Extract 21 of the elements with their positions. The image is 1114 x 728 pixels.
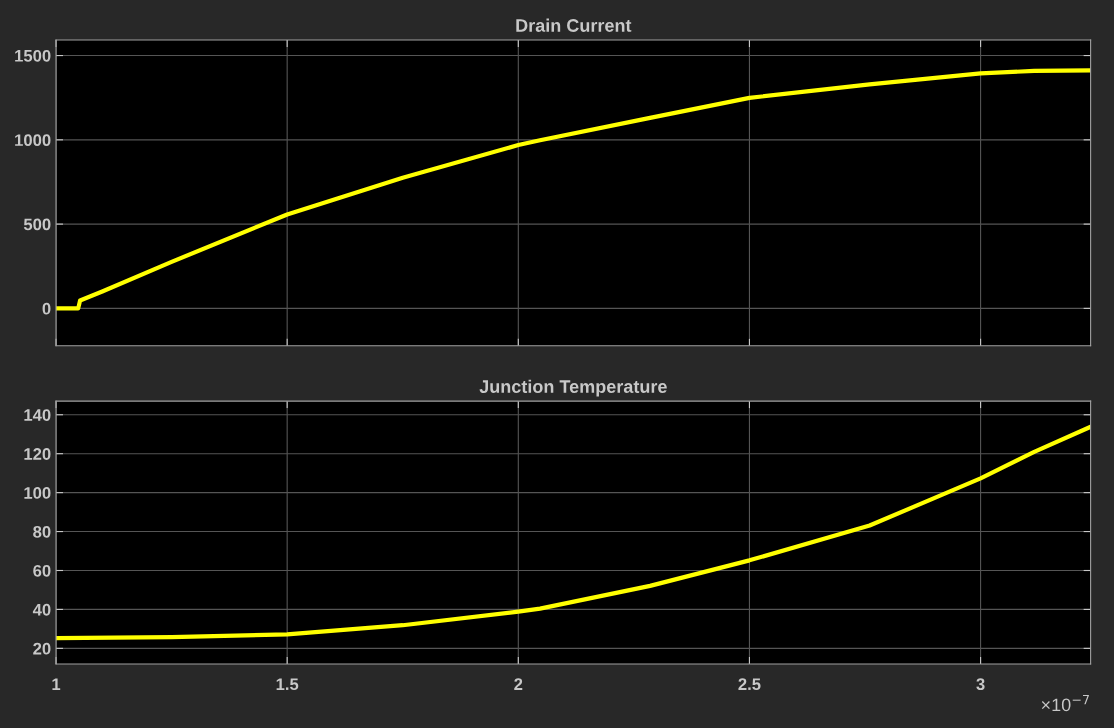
text: ×10$^{−7}$ [1041, 694, 1089, 712]
y-tick-label: 20 [33, 642, 51, 655]
x-tick-label: 1 [52, 678, 61, 690]
x-tick-label: 1.5 [276, 678, 299, 691]
chart-title: Drain Current [516, 18, 632, 32]
x-tick-label: 2 [514, 678, 523, 690]
y-tick-label: 120 [24, 448, 51, 460]
y-tick-label: 140 [24, 409, 51, 421]
y-tick-label: 80 [33, 525, 51, 538]
x-tick-label: 3 [976, 678, 985, 691]
line-series [56, 424, 1091, 641]
y-tick-label: 1000 [15, 134, 51, 147]
y-tick-label: 60 [33, 564, 51, 577]
y-tick-label: 500 [23, 218, 51, 231]
y-tick-label: 100 [24, 487, 51, 499]
y-tick-label: 0 [42, 302, 51, 315]
line-series [56, 68, 1091, 311]
y-tick-label: 40 [32, 603, 51, 616]
chart-title: Junction Temperature [479, 379, 667, 397]
y-tick-label: 1500 [15, 49, 51, 62]
x-tick-label: 2.5 [738, 678, 761, 691]
